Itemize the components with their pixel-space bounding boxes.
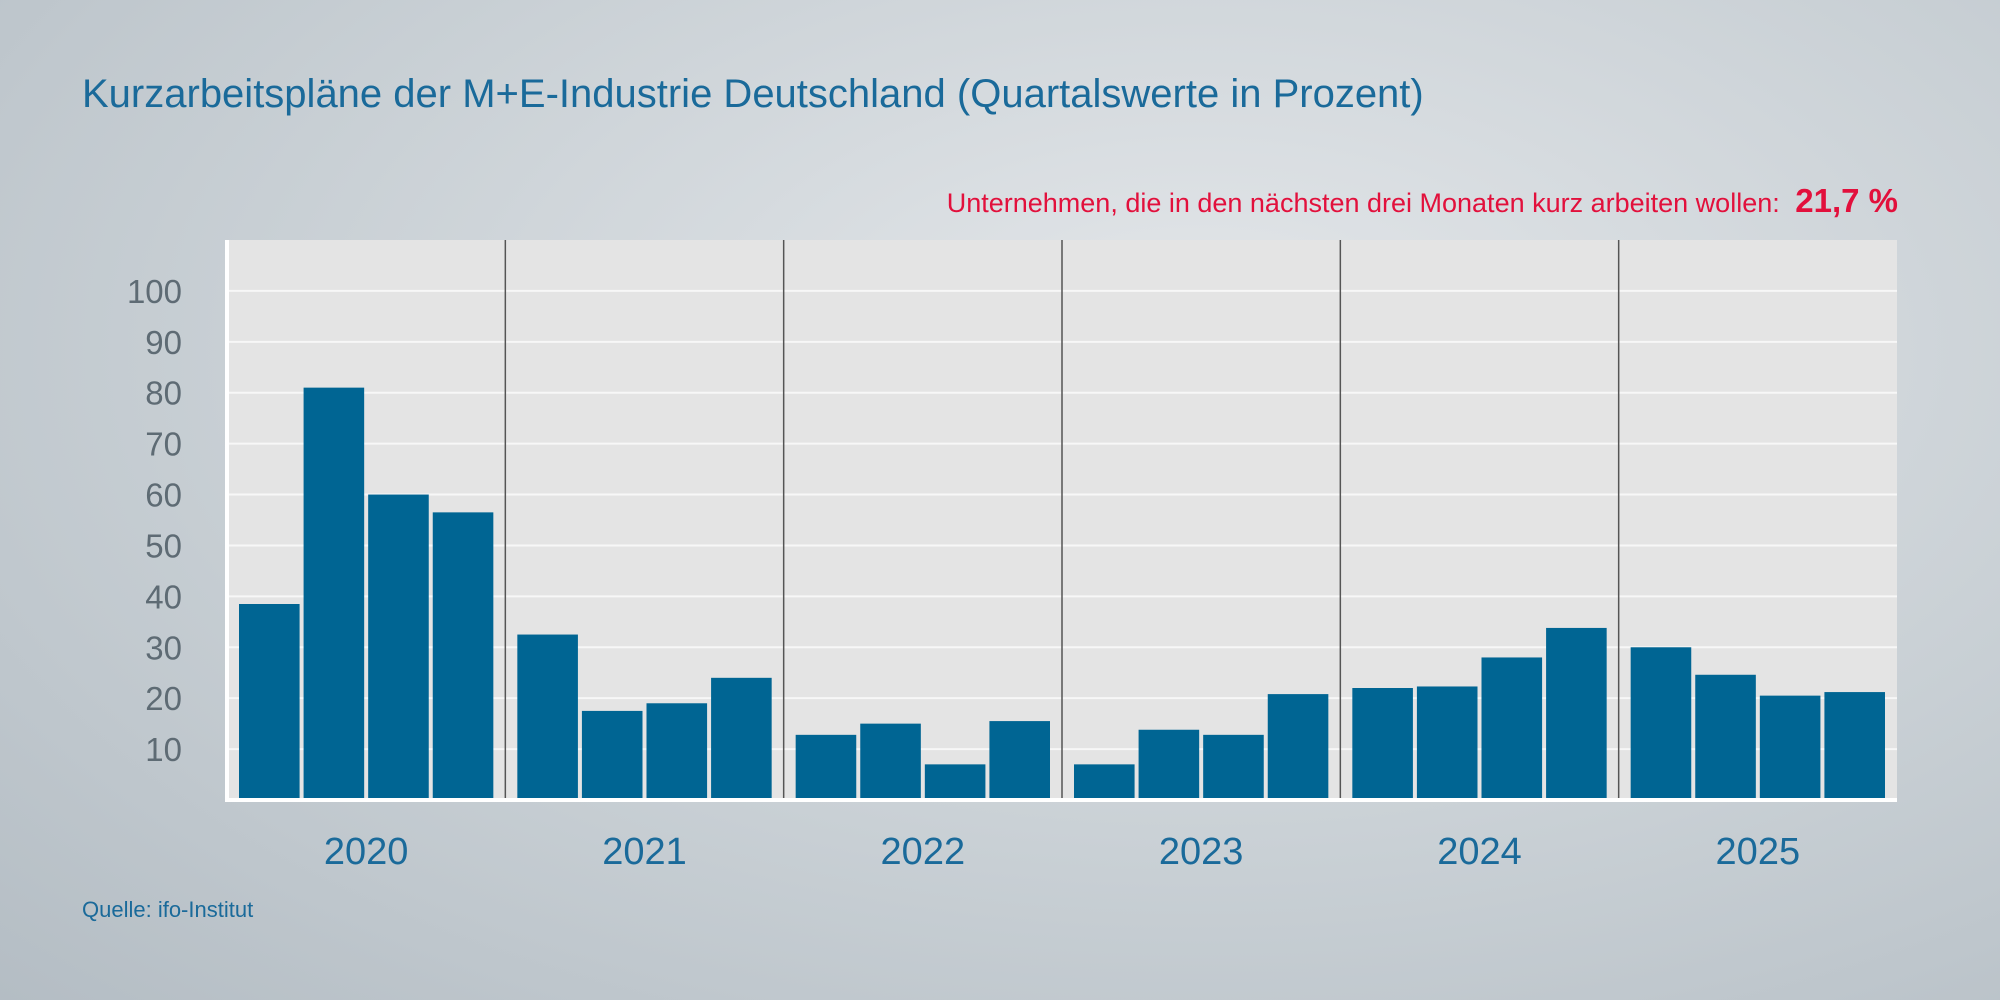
bar	[368, 494, 429, 800]
bar	[1416, 686, 1478, 800]
callout-label: Unternehmen, die in den nächsten drei Mo…	[946, 188, 1780, 218]
bar	[924, 764, 986, 800]
bar	[303, 387, 365, 800]
bar	[1352, 688, 1413, 800]
y-tick-label: 80	[145, 375, 182, 412]
x-year-label: 2021	[602, 831, 687, 873]
bar	[432, 512, 494, 800]
bar	[1267, 694, 1329, 800]
x-year-label: 2024	[1437, 831, 1522, 873]
y-tick-label: 20	[145, 680, 182, 717]
y-tick-label: 50	[145, 527, 182, 564]
bar	[1074, 764, 1135, 800]
bar	[1695, 674, 1756, 800]
source-note: Quelle: ifo-Institut	[82, 897, 254, 922]
bar	[1759, 695, 1821, 800]
bar	[1546, 627, 1607, 800]
bar	[1203, 734, 1264, 800]
bar	[860, 723, 921, 800]
bar	[581, 710, 643, 800]
y-tick-label: 30	[145, 629, 182, 666]
y-tick-label: 10	[145, 731, 182, 768]
y-tick-label: 70	[145, 426, 182, 463]
bar	[989, 721, 1050, 800]
bar	[1824, 692, 1885, 800]
bar	[1138, 729, 1200, 800]
bar	[239, 604, 300, 800]
x-year-label: 2020	[324, 831, 409, 873]
bar	[517, 634, 578, 800]
x-year-label: 2023	[1159, 831, 1244, 873]
bar	[1481, 657, 1543, 800]
bar	[711, 677, 772, 800]
y-tick-label: 60	[145, 477, 182, 514]
callout-value: 21,7 %	[1795, 182, 1898, 219]
y-tick-label: 90	[145, 324, 182, 361]
callout: Unternehmen, die in den nächsten drei Mo…	[947, 182, 1898, 220]
bar	[795, 734, 857, 800]
x-year-label: 2022	[881, 831, 966, 873]
y-tick-label: 100	[127, 273, 182, 310]
chart-title: Kurzarbeitspläne der M+E-Industrie Deuts…	[82, 72, 1424, 116]
x-year-label: 2025	[1716, 831, 1801, 873]
bar	[646, 703, 708, 800]
bar	[1630, 647, 1692, 800]
y-tick-label: 40	[145, 578, 182, 615]
